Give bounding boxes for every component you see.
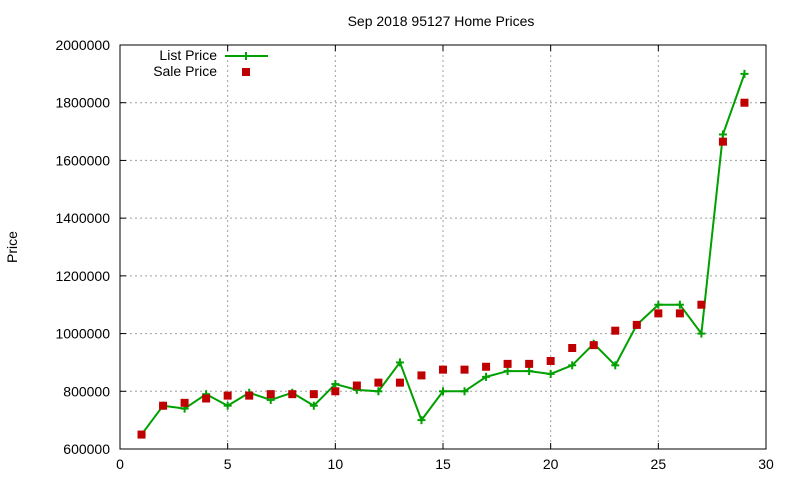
sale-price-point <box>137 430 146 439</box>
sale-price-point <box>482 362 491 371</box>
list-price-point <box>654 300 663 309</box>
x-tick-label: 15 <box>435 456 451 472</box>
y-tick-label: 2000000 <box>55 37 110 53</box>
sale-price-point <box>675 309 684 318</box>
sale-price-point <box>159 401 168 410</box>
list-price-point <box>546 369 555 378</box>
list-price-point <box>503 367 512 376</box>
list-price-point <box>374 387 383 396</box>
sale-price-point <box>417 371 426 380</box>
list-price-point <box>697 329 706 338</box>
list-price-point <box>611 361 620 370</box>
list-price-point <box>460 387 469 396</box>
sale-price-point <box>288 390 297 399</box>
y-axis-label: Price <box>4 231 20 263</box>
list-price-point <box>395 358 404 367</box>
legend-marker-list-price <box>242 52 250 60</box>
y-tick-label: 1600000 <box>55 152 110 168</box>
sale-price-point <box>439 365 447 374</box>
x-tick-label: 10 <box>328 456 344 472</box>
legend-marker-sale-price <box>242 68 250 76</box>
sale-price-point <box>718 137 727 146</box>
list-price-point <box>309 401 318 410</box>
sale-price-point <box>740 98 749 107</box>
y-tick-label: 600000 <box>63 441 110 457</box>
sale-price-point <box>697 300 706 309</box>
list-price-point <box>417 416 426 425</box>
sale-price-point <box>395 378 404 387</box>
list-price-point <box>718 130 727 139</box>
x-tick-label: 5 <box>224 456 232 472</box>
x-tick-label: 20 <box>543 456 559 472</box>
sale-price-point <box>503 359 512 368</box>
sale-price-point <box>202 394 211 403</box>
list-price-point <box>331 380 340 389</box>
list-price-point <box>439 387 447 396</box>
sale-price-point <box>632 320 641 329</box>
sale-price-point <box>223 391 232 400</box>
legend-label-list-price: List Price <box>159 47 217 63</box>
sale-price-point <box>589 341 598 350</box>
sale-price-point <box>352 381 361 390</box>
axes: 0 5 10 15 20 25 30 600000 800000 1000000 1200000 14… <box>55 37 774 472</box>
y-tick-label: 1200000 <box>55 268 110 284</box>
sale-price-point <box>245 391 254 400</box>
sale-price-point <box>266 390 275 399</box>
y-tick-label: 800000 <box>63 383 110 399</box>
list-price-point <box>525 367 534 376</box>
y-tick-label: 1400000 <box>55 210 110 226</box>
sale-price-point <box>309 390 318 399</box>
sale-price-point <box>654 309 663 318</box>
list-price-point <box>223 401 232 410</box>
list-price-point <box>675 300 684 309</box>
x-tick-label: 30 <box>758 456 774 472</box>
legend-label-sale-price: Sale Price <box>153 63 217 79</box>
sale-price-point <box>568 344 577 352</box>
x-tick-label: 25 <box>651 456 667 472</box>
sale-price-point <box>180 398 189 407</box>
list-price-point <box>568 361 577 370</box>
y-tick-label: 1000000 <box>55 326 110 342</box>
sale-price-point <box>546 356 555 365</box>
list-price-point <box>740 69 749 78</box>
sale-price-point <box>331 387 340 396</box>
list-price-point <box>482 372 491 381</box>
sale-price-point <box>525 359 534 368</box>
chart-title: Sep 2018 95127 Home Prices <box>348 13 535 29</box>
marks <box>137 69 749 439</box>
sale-price-point <box>374 378 383 387</box>
sale-price-point <box>611 326 620 335</box>
y-tick-label: 1800000 <box>55 95 110 111</box>
sale-price-point <box>460 365 469 374</box>
x-tick-label: 0 <box>116 456 124 472</box>
